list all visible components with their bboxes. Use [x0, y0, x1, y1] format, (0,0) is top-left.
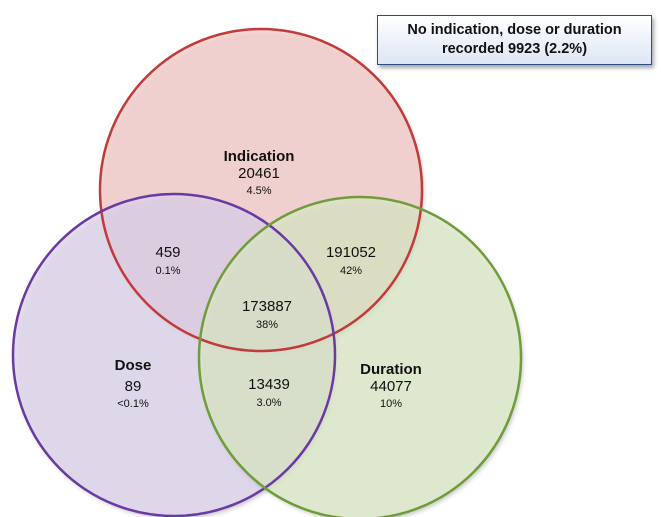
- all-three-count: 173887: [241, 298, 293, 315]
- dose-count: 89: [124, 378, 142, 395]
- duration-outline: [197, 195, 523, 517]
- dose-duration-pct: 3.0%: [256, 397, 282, 409]
- indication-dose-label: 459 0.1%: [155, 244, 180, 277]
- indication-count: 20461: [238, 165, 280, 182]
- indication-dose-count: 459: [155, 244, 181, 261]
- all-three-pct: 38%: [255, 319, 279, 331]
- indication-pct: 4.5%: [246, 185, 272, 197]
- indication-name: Indication: [223, 148, 295, 165]
- indication-label: Indication 20461 4.5%: [224, 148, 295, 197]
- duration-circle: [199, 197, 521, 517]
- indication-duration-pct: 42%: [339, 265, 363, 277]
- indication-duration-count: 191052: [325, 244, 377, 261]
- dose-pct: <0.1%: [117, 398, 149, 410]
- dose-name: Dose: [114, 357, 152, 374]
- indication-outline: [98, 27, 424, 353]
- duration-count: 44077: [370, 378, 412, 395]
- note-line-2: recorded 9923 (2.2%): [441, 41, 588, 57]
- indication-dose-pct: 0.1%: [155, 265, 181, 277]
- note-line-1: No indication, dose or duration: [407, 22, 622, 38]
- no-indication-note: No indication, dose or duration recorded…: [377, 15, 652, 65]
- dose-duration-count: 13439: [248, 376, 290, 393]
- dose-label: Dose 89 <0.1%: [115, 357, 152, 410]
- duration-name: Duration: [360, 361, 422, 378]
- duration-label: Duration 44077 10%: [360, 361, 422, 410]
- dose-duration-label: 13439 3.0%: [248, 376, 290, 409]
- all-three-label: 173887 38%: [242, 298, 292, 331]
- indication-duration-label: 191052 42%: [326, 244, 376, 277]
- duration-pct: 10%: [379, 398, 403, 410]
- dose-outline: [11, 192, 337, 517]
